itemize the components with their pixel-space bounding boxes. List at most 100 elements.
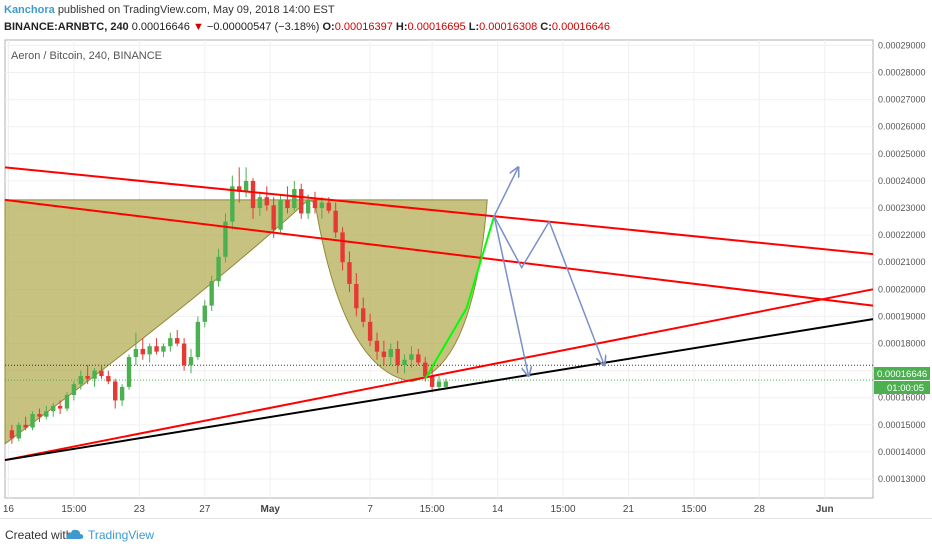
published-text: published on TradingView.com, May 09, 20…	[57, 4, 335, 16]
change-value: −0.00000547 (−3.18%)	[206, 21, 320, 33]
pane-title: Aeron / Bitcoin, 240, BINANCE	[11, 50, 162, 62]
x-tick-label: 16	[3, 504, 15, 515]
candle-body	[257, 197, 263, 209]
publish-header: Kanchora published on TradingView.com, M…	[4, 3, 335, 17]
y-tick-label: 0.00015000	[878, 420, 926, 430]
candle-body	[78, 376, 83, 385]
countdown-tag-bg	[874, 381, 930, 394]
x-tick-label: 15:00	[681, 504, 706, 515]
candle-body	[209, 281, 214, 306]
open-value: 0.00016397	[334, 21, 393, 33]
candle-body	[16, 424, 21, 439]
candle-body	[161, 346, 166, 352]
ohlc-legend: BINANCE:ARNBTC, 240 0.00016646 ▼ −0.0000…	[4, 20, 610, 34]
candles	[9, 167, 449, 444]
candle-body	[319, 202, 325, 209]
price-axis: 0.00029000 0.00028000 0.00027000 0.00026000…	[878, 40, 926, 484]
candle-body	[347, 262, 352, 284]
high-value: 0.00016695	[407, 21, 466, 33]
candle-body	[99, 370, 104, 377]
candle-body	[367, 321, 373, 341]
candle-body	[181, 343, 187, 366]
last-price-label: 0.00016646	[877, 369, 927, 380]
close-value: 0.00016646	[551, 21, 611, 33]
candle-body	[175, 338, 180, 344]
candle-body	[23, 424, 28, 428]
candle-body	[409, 354, 414, 360]
candle-body	[126, 357, 132, 387]
x-tick-label: 15:00	[420, 504, 445, 515]
candle-body	[416, 354, 421, 363]
candle-body	[237, 186, 242, 192]
x-tick-label: May	[260, 504, 280, 515]
candle-body	[443, 381, 449, 387]
x-tick-label: Jun	[816, 504, 834, 515]
x-tick-label: 15:00	[550, 504, 575, 515]
low-value: 0.00016308	[479, 21, 538, 33]
candle-body	[354, 283, 359, 309]
x-tick-label: 15:00	[61, 504, 86, 515]
low-label: L:	[468, 21, 480, 33]
candle-body	[271, 205, 276, 230]
y-tick-label: 0.00013000	[878, 474, 926, 484]
candle-body	[57, 405, 63, 409]
candle-body	[92, 370, 97, 379]
time-axis: 16 15:00 23 27 May 7 15:00 14 15:00 21 15:00 28 Jun	[3, 504, 834, 515]
candle-body	[71, 384, 77, 396]
candle-body	[278, 199, 283, 230]
y-tick-label: 0.00026000	[878, 122, 926, 132]
projection-green-path	[424, 215, 496, 380]
candle-body	[133, 348, 139, 358]
candle-body	[195, 321, 201, 358]
cup-right-fill	[307, 199, 488, 382]
candle-body	[216, 256, 221, 282]
y-tick-label: 0.00020000	[878, 284, 926, 294]
candle-body	[85, 376, 90, 379]
trendline	[4, 288, 874, 462]
x-tick-label: 14	[492, 504, 504, 515]
candle-body	[140, 348, 145, 355]
projections	[424, 167, 604, 380]
candle-body	[243, 180, 249, 192]
candle-body	[340, 232, 345, 263]
x-tick-label: 21	[623, 504, 635, 515]
y-tick-label: 0.00027000	[878, 95, 926, 105]
candle-body	[381, 351, 387, 358]
candle-body	[51, 405, 56, 412]
y-tick-label: 0.00019000	[878, 311, 926, 321]
candle-body	[299, 189, 304, 214]
y-tick-label: 0.00022000	[878, 230, 926, 240]
high-label: H:	[395, 21, 408, 33]
candle-body	[106, 376, 111, 382]
candle-body	[333, 210, 338, 233]
trendline	[4, 198, 874, 307]
close-label: C:	[540, 21, 552, 33]
candle-body	[202, 305, 207, 322]
price-chart[interactable]: 0.00029000 0.00028000 0.00027000 0.00026000…	[0, 0, 932, 518]
candle-body	[395, 348, 400, 366]
candle-body	[119, 386, 125, 401]
candle-body	[264, 197, 269, 206]
candle-body	[374, 340, 380, 352]
candle-body	[30, 413, 35, 428]
author-link[interactable]: Kanchora	[4, 4, 55, 16]
y-tick-label: 0.00021000	[878, 257, 926, 267]
tradingview-link[interactable]: TradingView	[88, 528, 155, 542]
last-price-tag: 0.00016646 01:00:05	[874, 367, 930, 394]
created-with-text: Created with	[5, 528, 73, 542]
candle-body	[168, 338, 173, 347]
y-tick-label: 0.00016000	[878, 393, 926, 403]
symbol-label: BINANCE:ARNBTC, 240	[4, 21, 129, 33]
countdown-label: 01:00:05	[887, 383, 924, 394]
projection-blue-up	[493, 167, 518, 217]
y-tick-label: 0.00025000	[878, 149, 926, 159]
trendline	[4, 318, 874, 462]
candle-body	[402, 359, 407, 366]
x-tick-label: 23	[134, 504, 146, 515]
trendline	[4, 166, 874, 256]
candle-body	[429, 376, 435, 387]
y-tick-label: 0.00014000	[878, 447, 926, 457]
y-tick-label: 0.00024000	[878, 176, 926, 186]
candle-body	[9, 430, 15, 439]
candle-body	[388, 348, 393, 358]
